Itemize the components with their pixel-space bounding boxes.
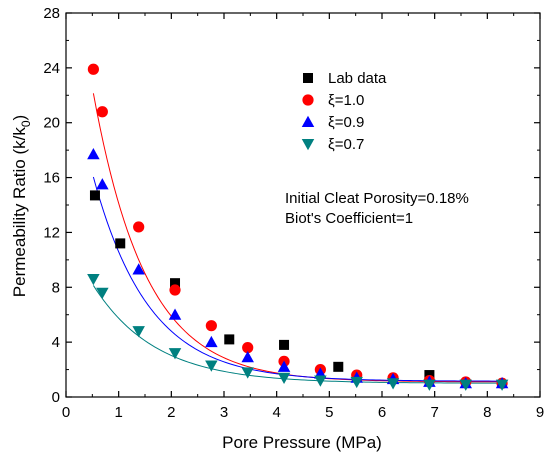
- data-point: [314, 375, 327, 387]
- fit-curves: [92, 93, 503, 384]
- data-point: [350, 376, 363, 389]
- legend-label: ξ=0.9: [328, 114, 364, 131]
- data-point: [170, 278, 181, 289]
- data-point: [386, 378, 400, 390]
- legend-label: ξ=0.7: [328, 136, 364, 153]
- legend-label: Lab data: [328, 70, 387, 87]
- data-point: [279, 339, 290, 350]
- x-tick-label: 0: [62, 404, 70, 421]
- data-point: [224, 334, 235, 345]
- data-points: [87, 63, 509, 391]
- x-tick-label: 5: [325, 404, 333, 421]
- y-axis-title-subscript: 0: [19, 120, 33, 127]
- y-axis-title-main: Permeability Ratio (k/k: [10, 127, 29, 298]
- data-point: [168, 308, 182, 320]
- y-tick-label: 12: [43, 224, 60, 241]
- legend-marker: [301, 139, 315, 151]
- x-tick-label: 7: [430, 404, 438, 421]
- x-tick-label: 8: [483, 404, 491, 421]
- y-tick-label: 20: [43, 115, 60, 132]
- data-point: [241, 367, 254, 379]
- data-point: [242, 342, 254, 354]
- data-point: [96, 178, 109, 190]
- data-point: [205, 335, 218, 348]
- fit-curve: [92, 176, 503, 382]
- y-tick-label: 24: [43, 60, 60, 77]
- y-axis-title-close: ): [10, 115, 29, 121]
- data-point: [241, 350, 254, 363]
- annotation-biot: Biot's Coefficient=1: [285, 210, 413, 227]
- x-tick-label: 4: [272, 404, 280, 421]
- data-point: [333, 361, 344, 372]
- data-point: [87, 274, 100, 286]
- data-point: [205, 320, 217, 332]
- data-point: [133, 221, 145, 233]
- data-point: [115, 238, 126, 249]
- data-point: [168, 348, 182, 360]
- x-tick-label: 2: [167, 404, 175, 421]
- data-point: [132, 326, 145, 338]
- data-point: [169, 284, 181, 296]
- legend-marker: [302, 94, 314, 106]
- x-tick-label: 9: [536, 404, 544, 421]
- x-axis-title: Pore Pressure (MPa): [222, 433, 382, 452]
- y-tick-label: 28: [43, 5, 60, 22]
- annotation-porosity: Initial Cleat Porosity=0.18%: [285, 190, 469, 207]
- x-tick-label: 6: [378, 404, 386, 421]
- data-point: [277, 360, 291, 372]
- data-point: [89, 190, 100, 201]
- y-axis-title: Permeability Ratio (k/k0): [10, 115, 33, 297]
- y-tick-label: 8: [52, 279, 60, 296]
- fit-curve: [92, 93, 503, 383]
- legend-marker: [301, 115, 315, 127]
- data-point: [495, 379, 509, 391]
- data-point: [96, 106, 108, 118]
- data-point: [132, 263, 145, 275]
- legend-label: ξ=1.0: [328, 92, 364, 109]
- data-point: [87, 63, 99, 75]
- y-tick-label: 4: [52, 334, 60, 351]
- data-point: [459, 379, 472, 391]
- data-point: [423, 379, 436, 391]
- x-tick-label: 1: [114, 404, 122, 421]
- legend: Lab data ξ=1.0 ξ=0.9 ξ=0.7: [301, 70, 387, 153]
- data-point: [205, 360, 218, 372]
- fit-curve: [92, 285, 503, 384]
- data-point: [87, 148, 100, 160]
- y-tick-label: 0: [52, 389, 60, 406]
- y-tick-label: 16: [43, 170, 60, 187]
- x-tick-label: 3: [220, 404, 228, 421]
- data-point: [96, 287, 109, 300]
- data-point: [277, 372, 291, 385]
- legend-marker: [303, 73, 313, 83]
